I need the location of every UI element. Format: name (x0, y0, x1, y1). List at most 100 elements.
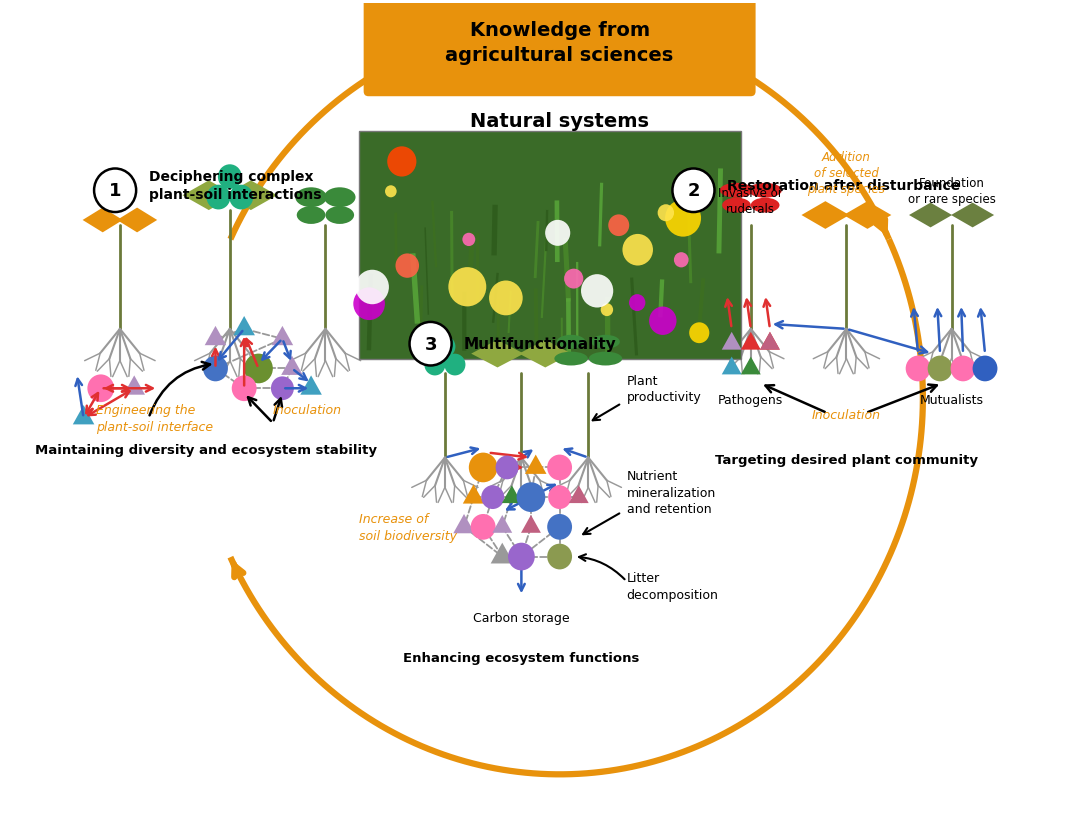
Circle shape (395, 254, 419, 278)
Circle shape (444, 354, 465, 376)
Text: Knowledge from
agricultural sciences: Knowledge from agricultural sciences (445, 21, 674, 65)
Text: Litter
decomposition: Litter decomposition (626, 572, 718, 601)
Polygon shape (471, 340, 524, 368)
Circle shape (608, 215, 630, 237)
Circle shape (206, 185, 230, 210)
Polygon shape (843, 202, 891, 229)
Circle shape (649, 307, 676, 335)
Ellipse shape (297, 207, 325, 224)
Polygon shape (454, 514, 475, 533)
Circle shape (482, 486, 504, 509)
Text: Multifunctionality: Multifunctionality (464, 337, 617, 352)
Polygon shape (760, 332, 780, 350)
Polygon shape (525, 455, 546, 474)
Circle shape (600, 304, 613, 317)
Text: Mutualists: Mutualists (919, 394, 984, 407)
Circle shape (973, 356, 998, 382)
Text: Invasive or
ruderals: Invasive or ruderals (718, 187, 783, 216)
Circle shape (496, 456, 518, 479)
Ellipse shape (295, 188, 327, 208)
FancyBboxPatch shape (364, 0, 756, 97)
Circle shape (928, 356, 953, 382)
Ellipse shape (557, 335, 585, 349)
Circle shape (548, 544, 572, 570)
Polygon shape (272, 326, 293, 346)
Polygon shape (82, 209, 123, 233)
Text: Addition
of selected
plant species: Addition of selected plant species (808, 151, 886, 196)
Circle shape (564, 269, 583, 289)
Text: Plant
productivity: Plant productivity (626, 374, 701, 403)
Text: Carbon storage: Carbon storage (473, 611, 569, 624)
Polygon shape (741, 357, 760, 375)
Text: Deciphering complex
plant-soil interactions: Deciphering complex plant-soil interacti… (149, 171, 321, 202)
Circle shape (674, 253, 689, 268)
Circle shape (548, 514, 572, 540)
Circle shape (950, 356, 975, 382)
Ellipse shape (554, 352, 588, 366)
Circle shape (581, 275, 613, 308)
Circle shape (906, 356, 931, 382)
Ellipse shape (591, 335, 620, 349)
Polygon shape (741, 332, 760, 350)
Ellipse shape (324, 188, 355, 208)
Circle shape (87, 375, 114, 402)
Polygon shape (721, 357, 742, 375)
Polygon shape (492, 515, 512, 533)
Text: Maintaining diversity and ecosystem stability: Maintaining diversity and ecosystem stab… (35, 443, 377, 456)
Circle shape (448, 267, 486, 307)
Circle shape (516, 483, 545, 513)
Circle shape (353, 288, 384, 320)
Circle shape (203, 356, 228, 382)
Bar (359, 132, 741, 359)
Circle shape (434, 336, 456, 358)
Circle shape (629, 295, 646, 311)
Polygon shape (117, 209, 158, 233)
Circle shape (471, 514, 496, 540)
Circle shape (271, 377, 294, 401)
Polygon shape (281, 356, 302, 375)
Circle shape (94, 169, 136, 213)
Text: Nutrient
mineralization
and retention: Nutrient mineralization and retention (626, 469, 716, 516)
Text: Natural systems: Natural systems (470, 113, 649, 132)
Polygon shape (721, 332, 742, 350)
Circle shape (409, 323, 451, 366)
Circle shape (689, 323, 710, 344)
Text: 1: 1 (109, 182, 121, 200)
Polygon shape (300, 376, 322, 395)
Ellipse shape (723, 199, 751, 214)
Polygon shape (519, 340, 571, 368)
Polygon shape (490, 543, 514, 564)
Circle shape (665, 200, 701, 238)
Text: Engineering the
plant-soil interface: Engineering the plant-soil interface (96, 403, 213, 433)
Polygon shape (205, 326, 226, 346)
Circle shape (388, 147, 417, 177)
Text: Foundation
or rare species: Foundation or rare species (907, 177, 996, 206)
Circle shape (424, 354, 445, 376)
Text: Inoculation: Inoculation (273, 403, 342, 416)
Polygon shape (760, 332, 780, 350)
Circle shape (622, 234, 653, 267)
Text: Enhancing ecosystem functions: Enhancing ecosystem functions (403, 651, 639, 664)
Circle shape (658, 205, 674, 222)
Polygon shape (502, 486, 522, 503)
Circle shape (218, 165, 242, 190)
Polygon shape (801, 202, 849, 229)
Circle shape (469, 453, 498, 483)
Circle shape (549, 486, 571, 509)
Polygon shape (183, 181, 235, 211)
Polygon shape (225, 181, 278, 211)
Text: Restoration after disturbance: Restoration after disturbance (727, 179, 960, 193)
Circle shape (355, 271, 389, 305)
Circle shape (232, 376, 257, 402)
Circle shape (545, 220, 570, 247)
Circle shape (229, 185, 253, 210)
Polygon shape (463, 484, 484, 504)
Circle shape (508, 543, 535, 570)
Ellipse shape (325, 207, 354, 224)
Text: 2: 2 (687, 182, 700, 200)
Polygon shape (72, 406, 94, 425)
Circle shape (489, 282, 523, 316)
Text: Pathogens: Pathogens (718, 394, 783, 407)
Polygon shape (569, 486, 589, 503)
Ellipse shape (751, 199, 780, 214)
